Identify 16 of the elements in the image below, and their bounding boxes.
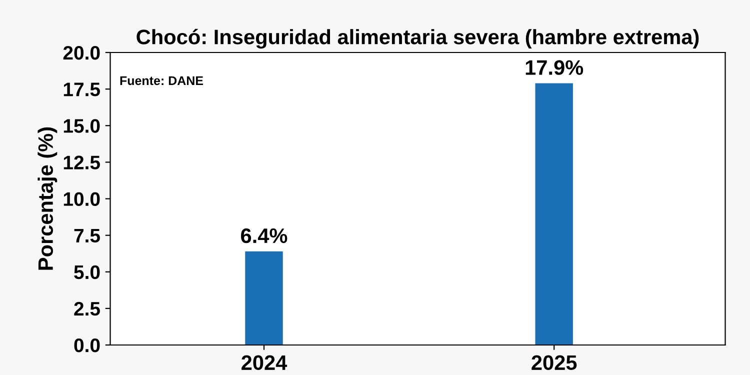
y-tick-label: 10.0 bbox=[64, 192, 100, 206]
y-tick-label: 7.5 bbox=[74, 228, 100, 243]
y-tick-label: 2.5 bbox=[74, 302, 100, 316]
y-tick-label: 20.0 bbox=[63, 46, 100, 60]
y-tick-label: 17.5 bbox=[64, 82, 100, 96]
y-tick-label: 5.0 bbox=[74, 265, 100, 280]
annotation: Fuente: DANE bbox=[120, 76, 204, 86]
chart-title: Chocó: Inseguridad alimentaria severa (hambre extrema) bbox=[136, 28, 699, 49]
x-tick-label: 2025 bbox=[532, 355, 577, 370]
x-tick-label: 2024 bbox=[242, 355, 288, 370]
y-axis-title: Porcentaje (%) bbox=[38, 127, 58, 270]
y-tick-label: 12.5 bbox=[64, 156, 100, 170]
y-tick-label: 0.0 bbox=[74, 338, 100, 352]
data-label: 6.4% bbox=[241, 228, 288, 244]
data-label: 17.9% bbox=[526, 60, 584, 75]
y-tick-label: 15.0 bbox=[64, 119, 100, 133]
